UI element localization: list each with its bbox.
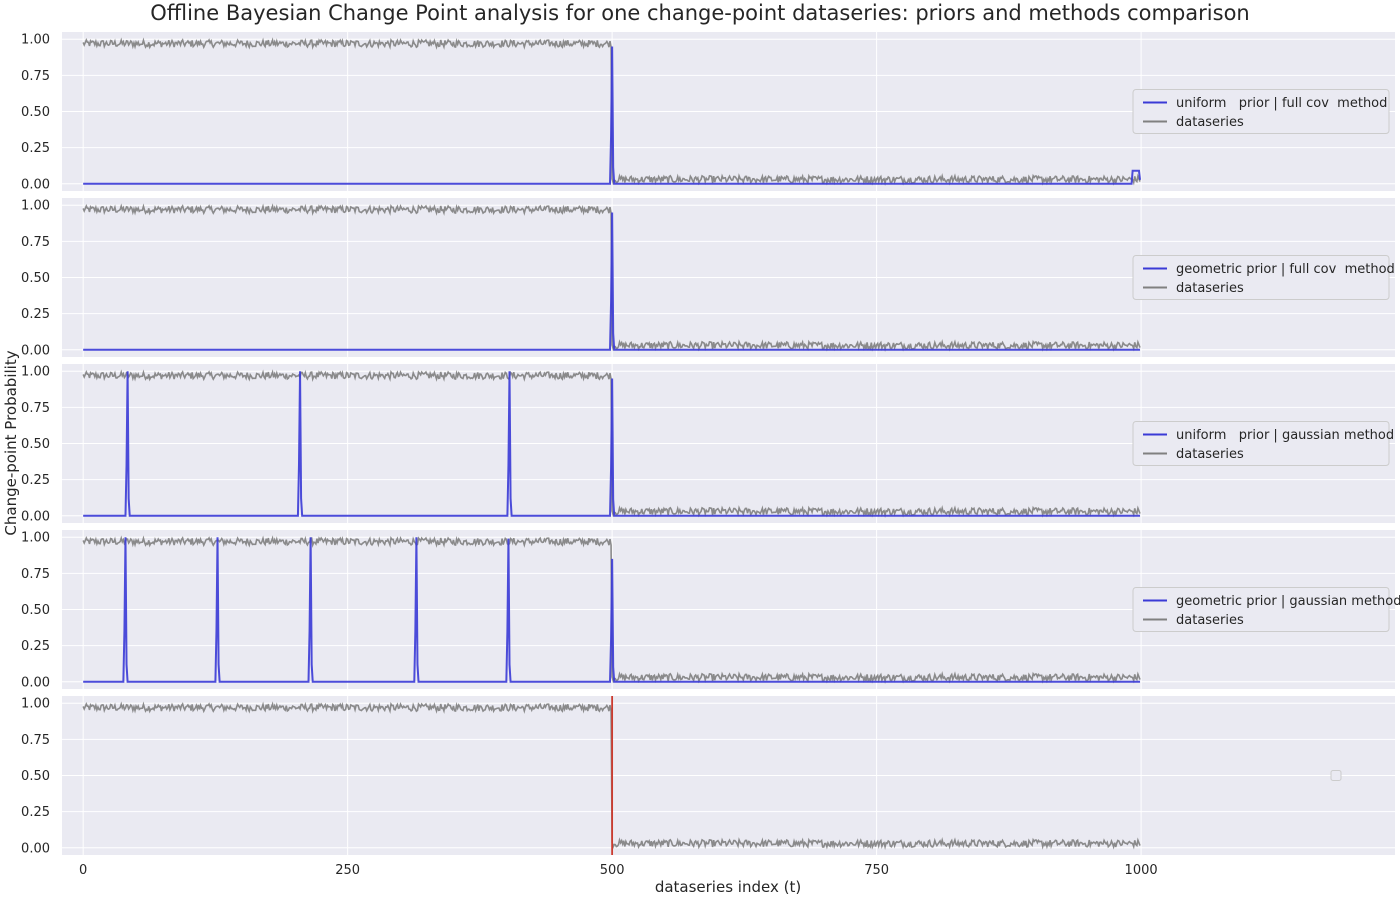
- x-tick-label: 750: [864, 863, 889, 878]
- legend-label-method: uniform prior | gaussian method: [1176, 428, 1394, 443]
- legend-box: [1132, 89, 1390, 134]
- y-tick-label: 0.25: [21, 639, 50, 654]
- y-tick-label: 0.00: [21, 841, 50, 856]
- panels-layer: 0.00 0.25 0.50 0.75 1.00 uniform prior | full…: [21, 32, 1400, 878]
- y-tick-label: 0.25: [21, 307, 50, 322]
- empty-legend-box: [1330, 770, 1342, 781]
- y-tick-label: 0.00: [21, 509, 50, 524]
- y-tick-label: 0.25: [21, 141, 50, 156]
- legend-label-dataseries: dataseries: [1176, 281, 1244, 296]
- legend-label-method: geometric prior | gaussian method: [1176, 594, 1400, 609]
- y-axis-label: Change-point Probability: [2, 350, 20, 535]
- x-tick-label: 500: [600, 863, 625, 878]
- panel-4: 0.00 0.25 0.50 0.75 1.00 geometric prior | ga…: [21, 530, 1400, 690]
- y-tick-label: 0.00: [21, 675, 50, 690]
- y-tick-label: 1.00: [21, 365, 50, 380]
- panel-1: 0.00 0.25 0.50 0.75 1.00 uniform prior | full…: [21, 32, 1395, 192]
- y-tick-label: 0.25: [21, 805, 50, 820]
- x-axis-label: dataseries index (t): [655, 878, 801, 896]
- y-tick-label: 1.00: [21, 697, 50, 712]
- y-tick-label: 0.00: [21, 177, 50, 192]
- legend-label-dataseries: dataseries: [1176, 447, 1244, 462]
- chart-title: Offline Bayesian Change Point analysis f…: [150, 1, 1249, 25]
- y-tick-label: 0.75: [21, 401, 50, 416]
- panel-3: 0.00 0.25 0.50 0.75 1.00 uniform prior | gaus…: [21, 364, 1395, 524]
- y-tick-label: 0.75: [21, 567, 50, 582]
- x-tick-label: 0: [79, 863, 87, 878]
- legend-label-dataseries: dataseries: [1176, 115, 1244, 130]
- y-tick-label: 1.00: [21, 531, 50, 546]
- panel-5: 0.00 0.25 0.50 0.75 1.00: [21, 696, 1395, 856]
- y-tick-label: 0.25: [21, 473, 50, 488]
- y-tick-label: 0.50: [21, 271, 50, 286]
- legend-box: [1132, 255, 1390, 300]
- y-tick-label: 0.50: [21, 437, 50, 452]
- y-tick-label: 0.50: [21, 603, 50, 618]
- y-tick-label: 0.75: [21, 69, 50, 84]
- legend-box: [1132, 421, 1390, 466]
- y-tick-label: 0.00: [21, 343, 50, 358]
- x-tick-label: 250: [335, 863, 360, 878]
- changepoint-probability-line: [83, 46, 1142, 185]
- legend-box: [1132, 587, 1390, 632]
- y-tick-label: 0.50: [21, 105, 50, 120]
- changepoint-probability-line: [83, 371, 1141, 517]
- legend-label-dataseries: dataseries: [1176, 613, 1244, 628]
- legend-label-method: geometric prior | full cov method: [1176, 262, 1395, 277]
- y-tick-label: 1.00: [21, 33, 50, 48]
- changepoint-probability-line: [83, 537, 1141, 683]
- changepoint-probability-line: [83, 212, 1141, 351]
- panel-2: 0.00 0.25 0.50 0.75 1.00 geometric prior | fu…: [21, 198, 1395, 358]
- y-tick-label: 1.00: [21, 199, 50, 214]
- y-tick-label: 0.50: [21, 769, 50, 784]
- y-tick-label: 0.75: [21, 733, 50, 748]
- y-tick-label: 0.75: [21, 235, 50, 250]
- legend-label-method: uniform prior | full cov method: [1176, 96, 1387, 111]
- x-tick-label: 1000: [1125, 863, 1158, 878]
